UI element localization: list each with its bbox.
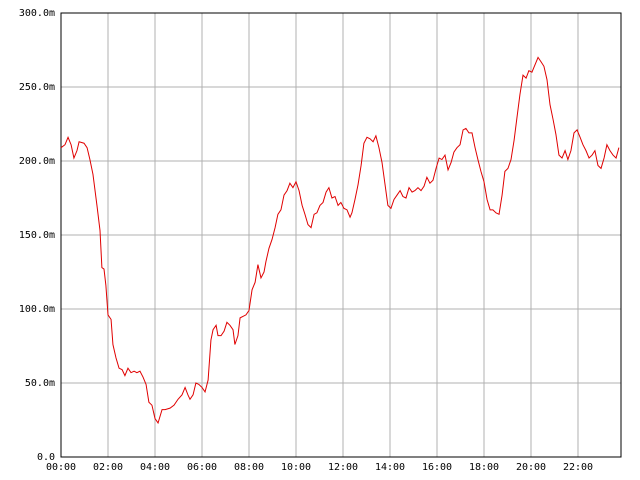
x-tick-label: 06:00 [187, 462, 217, 473]
data-line [60, 56, 620, 425]
x-tick-label: 08:00 [234, 462, 264, 473]
x-tick-label: 14:00 [375, 462, 405, 473]
plot-frame [60, 12, 622, 458]
y-tick-label: 250.0m [19, 82, 55, 93]
x-tick-label: 16:00 [422, 462, 452, 473]
x-tick-label: 00:00 [46, 462, 76, 473]
y-tick-label: 300.0m [19, 8, 55, 19]
x-tick-label: 22:00 [563, 462, 593, 473]
x-tick-label: 02:00 [93, 462, 123, 473]
y-tick-label: 200.0m [19, 156, 55, 167]
x-tick-label: 12:00 [328, 462, 358, 473]
y-tick-label: 100.0m [19, 304, 55, 315]
x-tick-label: 10:00 [281, 462, 311, 473]
y-tick-label: 0.0 [37, 452, 55, 463]
y-tick-label: 50.0m [25, 378, 55, 389]
x-tick-label: 04:00 [140, 462, 170, 473]
x-tick-label: 18:00 [469, 462, 499, 473]
x-tick-label: 20:00 [516, 462, 546, 473]
y-tick-label: 150.0m [19, 230, 55, 241]
